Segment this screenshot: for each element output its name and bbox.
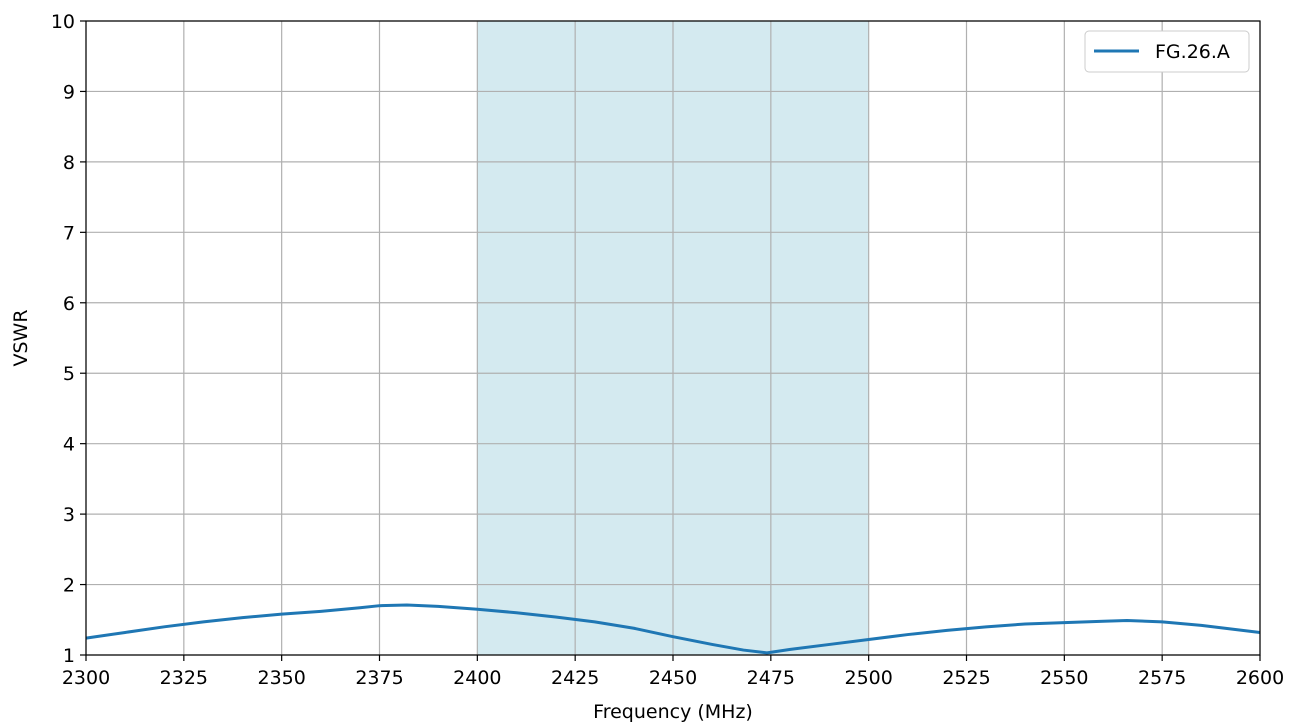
y-tick-label: 9 — [63, 81, 75, 103]
x-axis-label: Frequency (MHz) — [593, 701, 753, 723]
x-tick-label: 2400 — [453, 667, 501, 689]
y-axis-label: VSWR — [10, 309, 32, 366]
x-tick-label: 2575 — [1138, 667, 1186, 689]
grid-layer — [86, 21, 1260, 655]
y-tick-label: 8 — [63, 152, 75, 174]
x-tick-label: 2550 — [1040, 667, 1088, 689]
y-tick-label: 1 — [63, 645, 75, 667]
x-tick-label: 2350 — [257, 667, 305, 689]
x-tick-label: 2325 — [160, 667, 208, 689]
y-tick-label: 10 — [51, 11, 75, 33]
y-tick-label: 5 — [63, 363, 75, 385]
y-tick-label: 4 — [63, 434, 75, 456]
legend: FG.26.A — [1085, 31, 1249, 72]
y-tick-label: 2 — [63, 575, 75, 597]
y-tick-label: 6 — [63, 293, 75, 315]
x-tick-label: 2500 — [844, 667, 892, 689]
y-tick-label: 7 — [63, 222, 75, 244]
x-tick-label: 2300 — [62, 667, 110, 689]
y-tick-label: 3 — [63, 504, 75, 526]
x-tick-label: 2425 — [551, 667, 599, 689]
x-tick-label: 2600 — [1236, 667, 1284, 689]
x-tick-label: 2525 — [942, 667, 990, 689]
x-tick-label: 2375 — [355, 667, 403, 689]
legend-label: FG.26.A — [1155, 41, 1230, 63]
x-tick-label: 2450 — [649, 667, 697, 689]
x-tick-label: 2475 — [747, 667, 795, 689]
